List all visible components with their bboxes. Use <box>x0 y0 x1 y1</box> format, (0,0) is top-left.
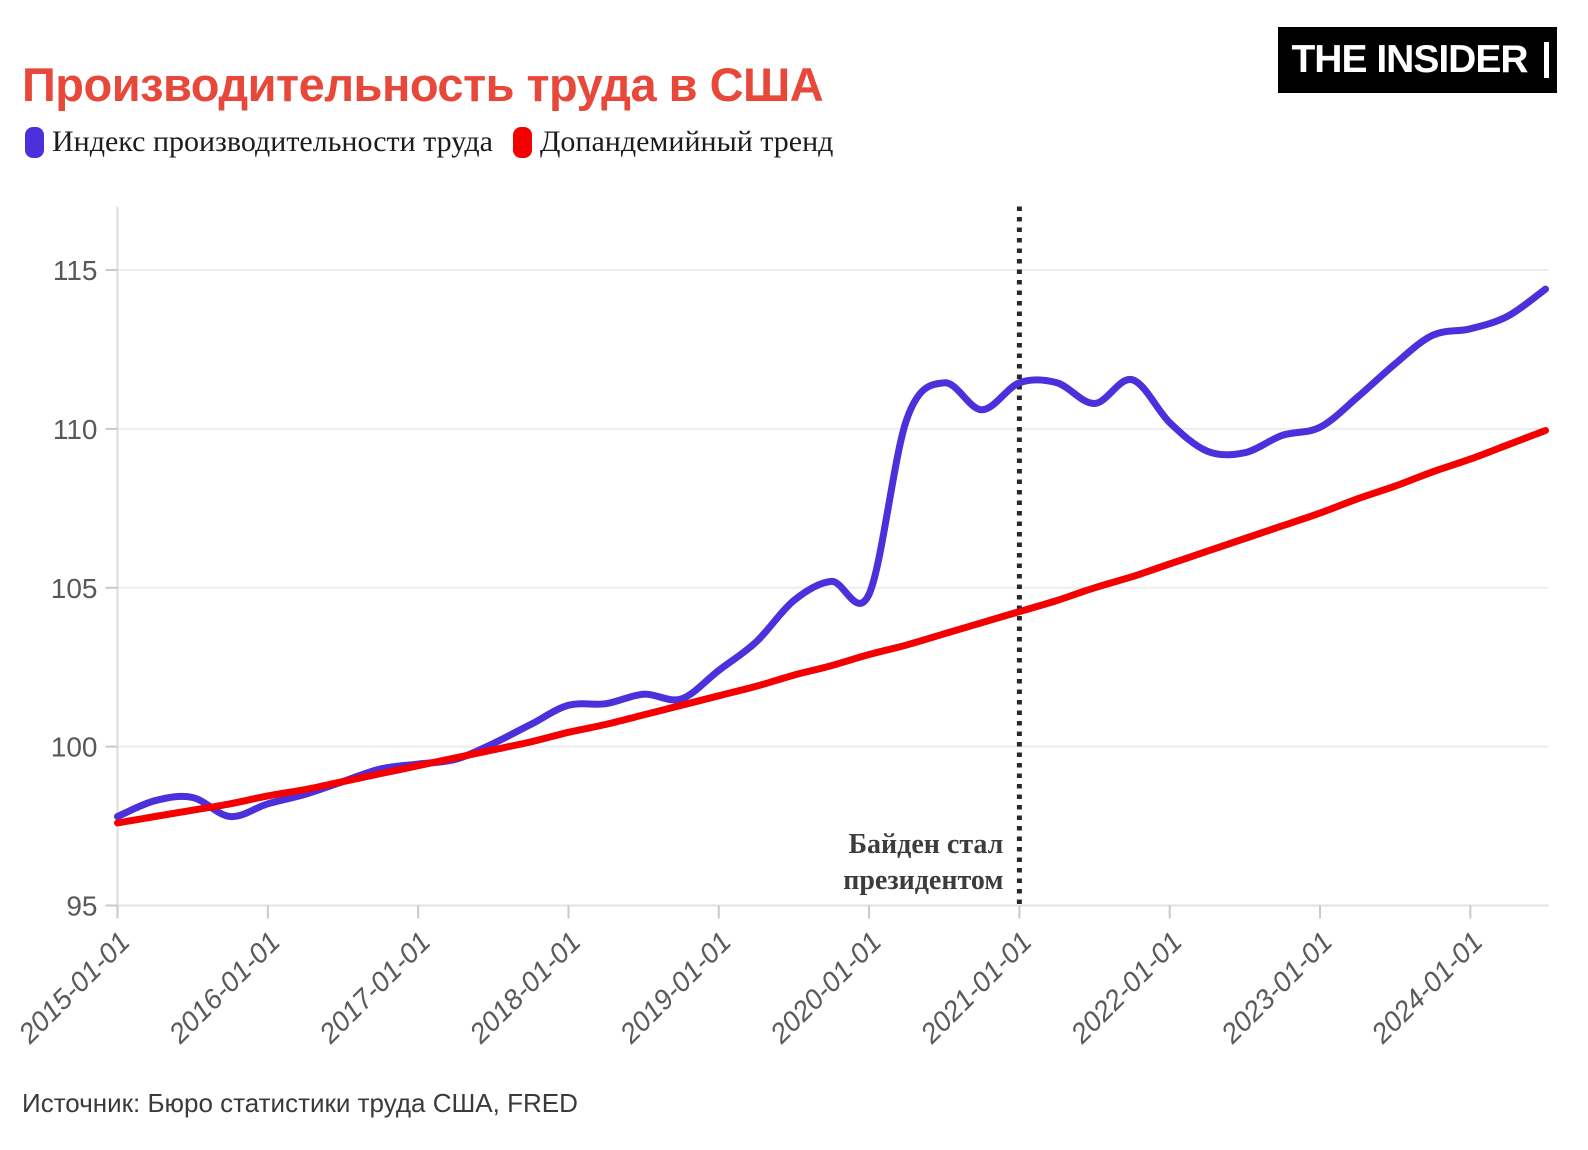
legend-item-productivity-index: Индекс производительности труда <box>25 125 493 159</box>
chart-legend: Индекс производительности труда Допандем… <box>25 125 833 159</box>
y-tick-label-110: 110 <box>53 414 98 445</box>
legend-label: Индекс производительности труда <box>52 125 493 158</box>
x-tick-label-2016: 2016-01-01 <box>162 926 286 1050</box>
source-note: Источник: Бюро статистики труда США, FRE… <box>22 1088 578 1118</box>
x-tick-label-2020: 2020-01-01 <box>763 926 887 1050</box>
y-tick-label-100: 100 <box>51 732 98 763</box>
legend-label: Допандемийный тренд <box>539 125 834 158</box>
series-productivity-index-line <box>114 285 1549 821</box>
logo-cursor-bar <box>1544 42 1549 78</box>
x-tick-label-2021: 2021-01-01 <box>914 926 1038 1050</box>
biden-annotation-line-2: президентом <box>843 865 1003 896</box>
page-title: Производительность труда в США <box>22 58 824 112</box>
legend-swatch-red <box>512 126 532 158</box>
y-tick-label-105: 105 <box>51 573 98 604</box>
x-tick-label-2018: 2018-01-01 <box>463 926 587 1050</box>
x-tick-label-2023: 2023-01-01 <box>1214 926 1338 1050</box>
x-tick-label-2017: 2017-01-01 <box>312 926 436 1050</box>
logo-text: THE INSIDER <box>1291 38 1528 81</box>
biden-annotation-line-1: Байден стал <box>849 829 1004 860</box>
x-tick-label-2019: 2019-01-01 <box>613 926 737 1050</box>
y-tick-label-95: 95 <box>66 891 97 922</box>
x-tick-label-2015: 2015-01-01 <box>12 926 136 1050</box>
y-tick-label-115: 115 <box>53 255 98 286</box>
the-insider-logo: THE INSIDER <box>1278 27 1557 93</box>
series-prepandemic-trend-line <box>114 427 1549 827</box>
legend-swatch-blue <box>25 126 44 158</box>
legend-item-prepandemic-trend: Допандемийный тренд <box>512 125 834 159</box>
x-tick-label-2022: 2022-01-01 <box>1064 926 1188 1050</box>
x-tick-label-2024: 2024-01-01 <box>1365 926 1489 1050</box>
